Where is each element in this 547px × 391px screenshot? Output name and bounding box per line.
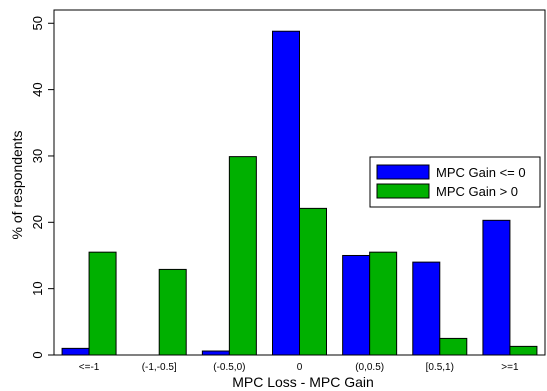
x-axis: <=-1 (-1,-0.5] (-0.5,0) 0 (0,0.5) [0.5,1) >=1	[79, 362, 519, 373]
bar-mpc-gain-gt-0	[509, 345, 538, 356]
bar-mpc-gain-le-0	[342, 254, 371, 356]
x-tick-label: (-1,-0.5]	[142, 362, 177, 373]
bar-mpc-gain-gt-0	[299, 207, 327, 356]
x-tick-label: 0	[297, 362, 303, 373]
legend: MPC Gain <= 0 MPC Gain > 0	[369, 156, 541, 208]
legend-swatch-mpc-gain-gt-0	[376, 183, 430, 199]
bar-mpc-gain-gt-0	[369, 251, 398, 356]
y-axis: 0 10 20 30 40 50	[30, 16, 54, 359]
y-tick-label: 10	[30, 281, 45, 295]
bar-mpc-gain-gt-0	[88, 251, 117, 356]
bar-mpc-gain-le-0	[61, 347, 90, 356]
bar-mpc-gain-gt-0	[158, 268, 187, 356]
x-axis-title: MPC Loss - MPC Gain	[232, 374, 374, 390]
x-tick-label: [0.5,1)	[426, 362, 454, 373]
y-axis-title: % of respondents	[9, 131, 25, 240]
legend-swatch-mpc-gain-le-0	[376, 164, 430, 180]
bar-mpc-gain-le-0	[272, 30, 300, 356]
y-tick-label: 0	[30, 351, 45, 358]
bar-mpc-gain-gt-0	[228, 156, 257, 356]
legend-label-mpc-gain-gt-0: MPC Gain > 0	[436, 184, 518, 199]
bar-mpc-gain-le-0	[412, 261, 441, 356]
legend-label-mpc-gain-le-0: MPC Gain <= 0	[436, 165, 526, 180]
y-tick-label: 20	[30, 215, 45, 229]
x-tick-label: <=-1	[79, 362, 100, 373]
bar-mpc-gain-gt-0	[439, 337, 468, 356]
x-tick-label: >=1	[501, 362, 519, 373]
x-tick-label: (0,0.5)	[355, 362, 384, 373]
bar-mpc-gain-le-0	[201, 350, 230, 356]
y-tick-label: 30	[30, 149, 45, 163]
x-tick-label: (-0.5,0)	[213, 362, 245, 373]
bars	[61, 30, 538, 356]
y-tick-label: 40	[30, 82, 45, 96]
bar-mpc-gain-le-0	[482, 219, 511, 356]
y-tick-label: 50	[30, 16, 45, 30]
